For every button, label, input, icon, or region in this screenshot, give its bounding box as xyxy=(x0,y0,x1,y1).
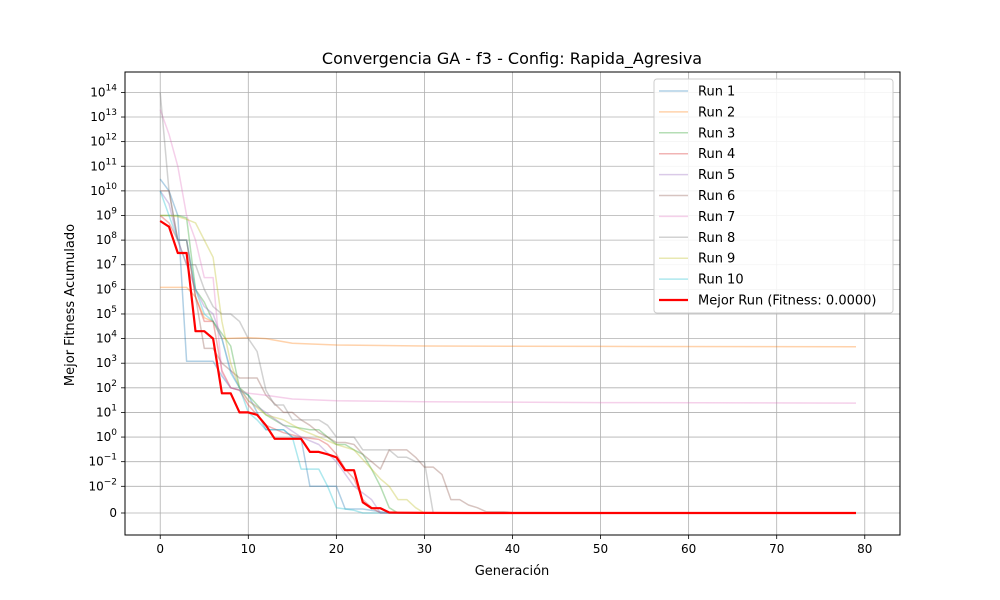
legend-label: Run 10 xyxy=(698,273,744,288)
x-tick-label: 10 xyxy=(241,542,256,556)
y-tick-exponent: 8 xyxy=(111,231,117,241)
x-tick-label: 50 xyxy=(593,542,608,556)
y-tick-exponent: 5 xyxy=(111,305,117,315)
y-tick-base: 10 xyxy=(96,233,111,247)
y-tick-exponent: 0 xyxy=(111,428,117,438)
y-tick-exponent: 3 xyxy=(111,354,117,364)
y-tick-exponent: 1 xyxy=(111,403,117,413)
chart-title: Convergencia GA - f3 - Config: Rapida_Ag… xyxy=(322,49,702,69)
x-tick-label: 0 xyxy=(156,542,164,556)
y-tick-base: 10 xyxy=(88,455,103,469)
y-tick-exponent: 2 xyxy=(111,379,117,389)
y-tick-base: 10 xyxy=(96,381,111,395)
legend-label: Run 2 xyxy=(698,105,735,120)
x-tick-label: 70 xyxy=(769,542,784,556)
x-tick-label: 30 xyxy=(417,542,432,556)
y-tick-exponent: 10 xyxy=(106,182,118,192)
y-tick-base: 10 xyxy=(90,85,105,99)
legend-label: Run 3 xyxy=(698,126,735,141)
y-tick-label: 0 xyxy=(109,506,117,520)
y-tick-base: 10 xyxy=(96,430,111,444)
legend-label: Run 8 xyxy=(698,231,735,246)
y-tick-base: 10 xyxy=(90,159,105,173)
legend-label: Run 1 xyxy=(698,85,735,100)
y-tick-exponent: 7 xyxy=(111,256,117,266)
y-tick-exponent: 11 xyxy=(106,157,117,167)
legend-label: Run 9 xyxy=(698,252,735,267)
y-axis-label: Mejor Fitness Acumulado xyxy=(63,224,78,386)
y-tick-base: 10 xyxy=(96,258,111,272)
x-tick-label: 40 xyxy=(505,542,520,556)
y-tick-base: 10 xyxy=(88,479,103,493)
y-tick-exponent: 13 xyxy=(106,108,117,118)
y-tick-base: 10 xyxy=(96,332,111,346)
y-tick-base: 10 xyxy=(90,110,105,124)
legend-label: Run 6 xyxy=(698,189,735,204)
y-tick-base: 10 xyxy=(96,307,111,321)
y-tick-base: 10 xyxy=(90,184,105,198)
y-tick-base: 10 xyxy=(96,282,111,296)
y-tick-exponent: −1 xyxy=(104,453,117,463)
legend-label: Mejor Run (Fitness: 0.0000) xyxy=(698,294,876,309)
y-tick-exponent: 6 xyxy=(111,280,117,290)
legend-label: Run 7 xyxy=(698,210,735,225)
legend-box xyxy=(654,79,893,313)
legend-label: Run 4 xyxy=(698,147,735,162)
y-tick-base: 10 xyxy=(90,135,105,149)
y-tick-exponent: 14 xyxy=(106,83,118,93)
x-tick-label: 60 xyxy=(681,542,696,556)
y-tick-exponent: 12 xyxy=(106,133,117,143)
y-tick-base: 10 xyxy=(96,356,111,370)
y-tick-exponent: 9 xyxy=(111,206,117,216)
x-tick-label: 80 xyxy=(857,542,872,556)
y-tick-exponent: −2 xyxy=(104,477,117,487)
x-axis-label: Generación xyxy=(475,564,550,579)
y-tick-exponent: 4 xyxy=(111,330,117,340)
legend: Run 1 Run 2 Run 3 Run 4 Run 5 Run 6 Run 7 Run 8… xyxy=(654,79,893,313)
y-tick-base: 10 xyxy=(96,405,111,419)
y-tick-base: 10 xyxy=(96,208,111,222)
x-tick-label: 20 xyxy=(329,542,344,556)
legend-label: Run 5 xyxy=(698,168,735,183)
